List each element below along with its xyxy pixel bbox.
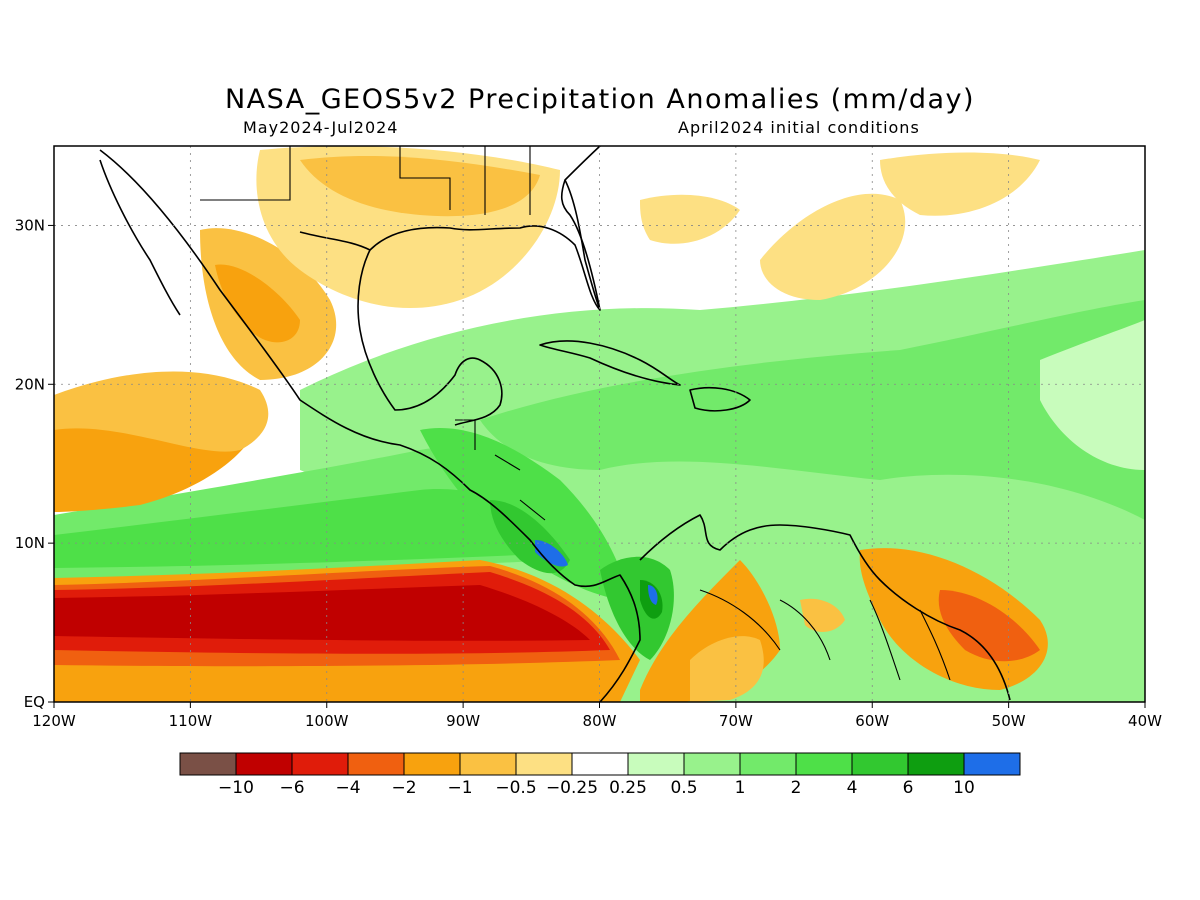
colorbar-swatch [515,752,573,776]
south-america-orange-2 [690,636,764,702]
colombia-blue [648,585,658,605]
florida [564,179,601,311]
colorbar-label: −10 [218,778,254,798]
colorbar-swatch [795,752,853,776]
south-america-borders [699,589,951,681]
x-tick-label: 80W [583,712,617,730]
pacific-bright-green [54,489,540,568]
baja-california [99,159,181,316]
gulf-of-mexico-coast [299,145,601,311]
colorbar-swatch [851,752,909,776]
x-tick-label: 90W [446,712,480,730]
colorbar-label: −0.25 [546,778,598,798]
colorbar-label: 0.5 [670,778,697,798]
atlantic-north-yellow [760,193,906,300]
colorbar-swatch [963,752,1021,776]
y-tick-label: 20N [15,375,45,393]
colorbar-swatch [347,752,405,776]
y-tick-label: 30N [15,216,45,234]
x-tick-label: 120W [32,712,76,730]
state-lines [399,146,531,215]
colorbar-swatch [235,752,293,776]
colorbar-label: 1 [735,778,746,798]
colorbar-label: −1 [447,778,472,798]
grid-lines [54,146,1145,702]
colorbar-label: 10 [953,778,975,798]
colorbar-swatch [291,752,349,776]
guianas-orange-red [938,590,1040,662]
colorbar-swatch [627,752,685,776]
colorbar-swatch [403,752,461,776]
x-tick-label: 100W [305,712,349,730]
x-tick-label: 110W [169,712,213,730]
axis-ticks: 120W 110W 100W 90W 80W 70W 60W 50W 40W EQ 10N 20N 30… [15,216,1162,730]
mexico-pacific-coast [99,149,641,703]
colorbar-label: −4 [335,778,360,798]
cuba [539,340,681,386]
colorbar-swatch [179,752,237,776]
y-tick-label: EQ [24,693,45,711]
forecast-period: May2024-Jul2024 [243,118,399,137]
atlantic-north-yellow-3 [640,194,740,244]
pale-green-east [1040,320,1145,470]
x-tick-label: 50W [992,712,1026,730]
colorbar-swatch [739,752,797,776]
map-title: NASA_GEOS5v2 Precipitation Anomalies (mm… [224,84,976,115]
colorbar-swatch [683,752,741,776]
guianas-yellow [800,598,845,632]
colorbar-swatch [459,752,517,776]
coastlines [99,145,1011,703]
south-america-north-coast [639,514,1011,701]
colorbar-swatch [907,752,965,776]
borders [200,146,951,681]
colorbar-label: 6 [903,778,914,798]
x-tick-label: 70W [719,712,753,730]
colorbar-label: −0.5 [495,778,536,798]
colorbar-label: 4 [847,778,858,798]
hispaniola [689,386,751,412]
central-america-borders [455,419,546,521]
us-mexico-border [200,146,291,201]
precip-field [54,146,1145,702]
colorbar-swatch [571,752,629,776]
colorbar-label: 0.25 [609,778,647,798]
colorbar-label: −2 [391,778,416,798]
atlantic-green-2 [480,300,1145,520]
colorbar: −10 −6 −4 −2 −1 −0.5 −0.25 0.25 0.5 1 2 4 6 10 [179,752,1021,798]
x-tick-label: 60W [855,712,889,730]
colombia-green [600,556,674,660]
pacific-north-yellow [54,371,269,452]
mexico-orange-core [215,264,300,343]
y-tick-label: 10N [15,534,45,552]
pacific-deep-red [54,585,590,641]
costa-rica-blue [535,540,568,567]
initial-conditions: April2024 initial conditions [678,118,920,137]
colorbar-label: −6 [279,778,304,798]
colorbar-label: 2 [791,778,802,798]
x-tick-label: 40W [1128,712,1162,730]
us-gulf-orange [300,155,540,217]
atlantic-north-yellow-2 [880,152,1040,216]
